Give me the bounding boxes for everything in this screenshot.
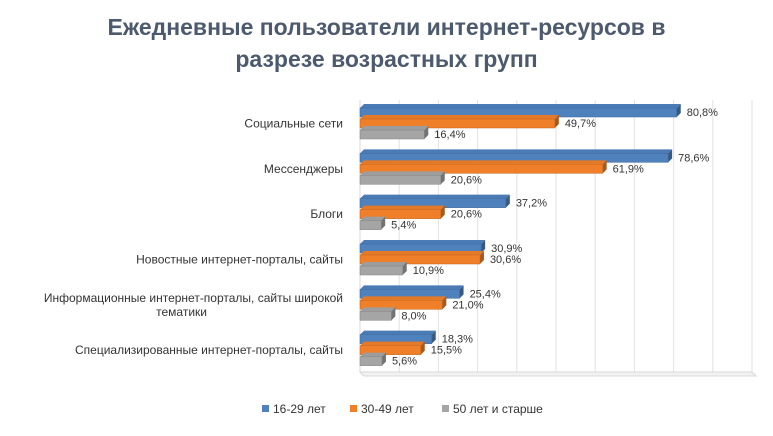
bar-30-49-лет-2 — [359, 209, 442, 219]
bar-top-50-лет-и-старше-2 — [360, 216, 386, 221]
bar-top-16-29-лет-2 — [360, 194, 510, 199]
bar-side-16-29-лет-0 — [676, 104, 681, 117]
bar-side-30-49-лет-2 — [440, 205, 445, 219]
bar-30-49-лет-1 — [359, 164, 603, 174]
bar-30-49-лет-4 — [359, 300, 443, 310]
data-label: 20,6% — [451, 174, 482, 186]
bar-side-30-49-лет-5 — [420, 341, 425, 355]
data-label: 21,0% — [452, 299, 483, 311]
data-label: 18,3% — [442, 334, 473, 346]
bar-top-16-29-лет-5 — [360, 330, 436, 335]
category-label: Социальные сети — [244, 117, 343, 131]
data-label: 20,6% — [451, 209, 482, 221]
bar-50-лет-и-старше-5 — [359, 356, 383, 366]
data-label: 30,6% — [490, 254, 521, 266]
chart-title-line-2: разрезе возрастных групп — [235, 46, 538, 72]
legend-swatch-50-лет-и-старше — [442, 405, 449, 412]
data-label: 5,6% — [392, 356, 417, 368]
bar-side-50-лет-и-старше-1 — [440, 171, 445, 185]
bar-top-30-49-лет-5 — [360, 341, 425, 346]
bar-top-30-49-лет-0 — [360, 115, 559, 119]
chart-title-line-1: Ежедневные пользователи интернет-ресурсо… — [107, 14, 666, 40]
legend-swatch-30-49-лет — [350, 405, 357, 412]
bar-side-50-лет-и-старше-5 — [381, 352, 386, 366]
bar-side-50-лет-и-старше-3 — [402, 262, 407, 275]
bar-side-16-29-лет-3 — [481, 240, 486, 253]
legend-label: 50 лет и старше — [453, 402, 543, 416]
bar-top-30-49-лет-4 — [360, 296, 447, 301]
bar-30-49-лет-3 — [359, 254, 481, 265]
bar-top-50-лет-и-старше-4 — [360, 307, 396, 312]
bar-50-лет-и-старше-4 — [359, 311, 392, 321]
category-label: Специализированные интернет-порталы, сай… — [75, 343, 343, 357]
bar-50-лет-и-старше-0 — [359, 129, 425, 140]
bar-50-лет-и-старше-1 — [359, 175, 442, 185]
bar-50-лет-и-старше-3 — [359, 265, 403, 276]
bar-top-16-29-лет-4 — [360, 285, 464, 290]
legend-label: 30-49 лет — [361, 402, 414, 416]
chart-floor — [358, 371, 758, 377]
bar-side-30-49-лет-4 — [442, 296, 447, 310]
data-label: 15,5% — [431, 345, 462, 357]
data-label: 10,9% — [413, 265, 444, 277]
bar-side-30-49-лет-3 — [479, 251, 484, 264]
bar-side-50-лет-и-старше-4 — [391, 307, 396, 321]
data-label: 30,9% — [491, 243, 522, 255]
category-label: Блоги — [310, 207, 343, 221]
bar-side-16-29-лет-2 — [505, 194, 510, 208]
bar-top-16-29-лет-3 — [360, 240, 486, 244]
legend-swatch-16-29-лет — [262, 405, 269, 412]
bar-30-49-лет-0 — [359, 118, 556, 129]
bar-side-16-29-лет-5 — [431, 330, 436, 344]
bar-top-30-49-лет-3 — [360, 251, 484, 255]
bar-side-30-49-лет-1 — [602, 160, 607, 174]
bar-top-50-лет-и-старше-3 — [360, 262, 407, 266]
legend-label: 16-29 лет — [273, 402, 326, 416]
bar-50-лет-и-старше-2 — [359, 220, 382, 230]
category-label: тематики — [156, 305, 207, 319]
data-label: 37,2% — [516, 198, 547, 210]
bar-side-50-лет-и-старше-0 — [424, 126, 429, 139]
data-label: 61,9% — [613, 163, 644, 175]
data-label: 5,4% — [391, 220, 416, 232]
bar-side-50-лет-и-старше-2 — [381, 216, 386, 230]
category-label: Информационные интернет-порталы, сайты ш… — [44, 291, 343, 305]
category-label: Новостные интернет-порталы, сайты — [136, 253, 343, 267]
bar-top-16-29-лет-1 — [360, 149, 673, 154]
data-label: 78,6% — [678, 152, 709, 164]
bar-top-30-49-лет-2 — [360, 205, 445, 210]
bar-side-30-49-лет-0 — [554, 115, 559, 128]
bar-top-50-лет-и-старше-1 — [360, 171, 445, 176]
data-label: 8,0% — [401, 310, 426, 322]
bar-side-16-29-лет-4 — [459, 285, 464, 299]
bar-top-50-лет-и-старше-5 — [360, 352, 386, 357]
data-label: 25,4% — [470, 288, 501, 300]
category-label: Мессенджеры — [264, 162, 343, 176]
bar-top-16-29-лет-0 — [360, 104, 681, 108]
bar-top-50-лет-и-старше-0 — [360, 126, 429, 130]
bar-side-16-29-лет-1 — [668, 149, 673, 163]
bar-top-30-49-лет-1 — [360, 160, 607, 165]
data-label: 49,7% — [565, 118, 596, 130]
data-label: 16,4% — [434, 129, 465, 141]
data-label: 80,8% — [687, 107, 718, 119]
bar-30-49-лет-5 — [359, 345, 422, 355]
